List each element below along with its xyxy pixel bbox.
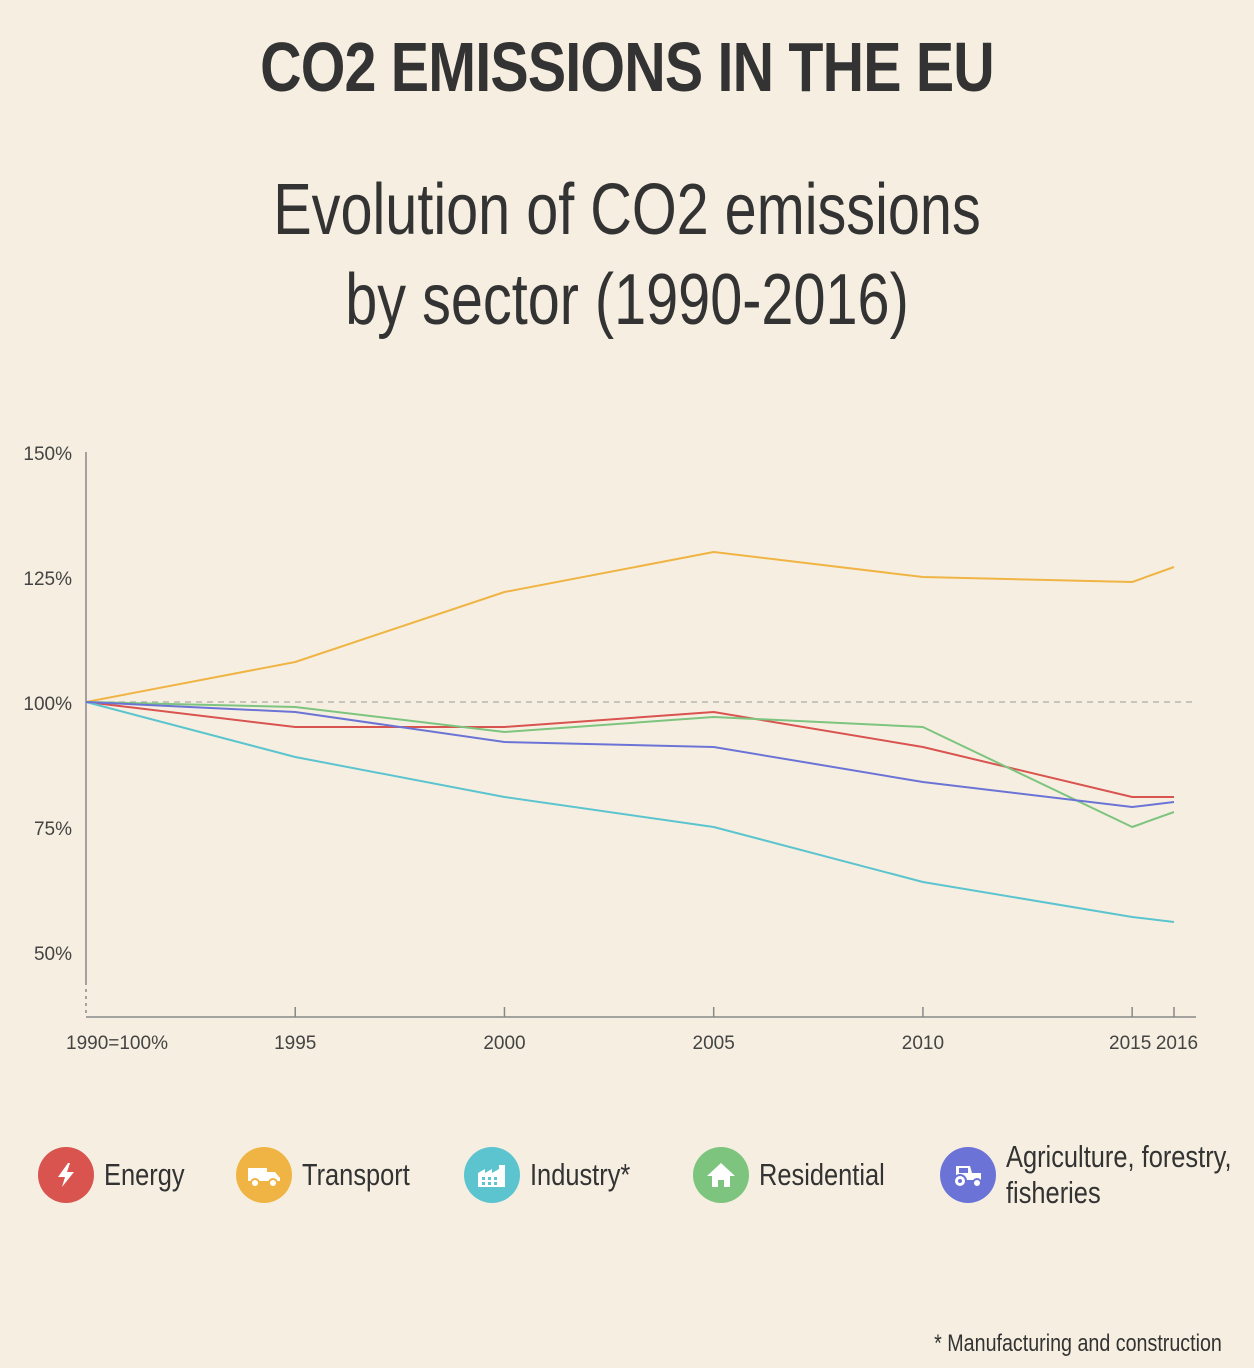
y-tick-label: 50% [34,944,72,965]
line-chart: 50% 75% 100% 125% 150% 1990=100% 1995 2000 2005 2… [23,444,1198,1054]
tractor-icon [940,1147,996,1203]
series-line-agriculture-forestry-fisheries [85,701,1175,808]
series-line-residential [85,701,1175,828]
legend-label-residential: Residential [759,1157,885,1192]
legend-item-residential: Residential [693,1138,912,1212]
legend-item-agriculture: Agriculture, forestry, fisheries [940,1138,1254,1212]
y-tick-label: 150% [23,444,72,465]
legend-label-industry: Industry* [530,1157,631,1192]
factory-icon [464,1147,520,1203]
x-tick-label: 2010 [902,1033,944,1054]
x-tick-label: 2000 [483,1033,525,1054]
lightning-icon [38,1147,94,1203]
x-tick-label: 1990=100% [66,1033,168,1054]
y-tick-label: 100% [23,694,72,715]
series-line-transport [85,551,1175,703]
y-tick-label: 75% [34,819,72,840]
series-line-energy [85,701,1174,798]
legend-item-industry: Industry* [464,1138,652,1212]
y-tick-label: 125% [23,569,72,590]
legend-label-transport: Transport [302,1157,410,1192]
x-tick-label: 2016 [1156,1033,1198,1054]
legend-item-energy: Energy [38,1138,202,1212]
chart-subtitle: Evolution of CO2 emissions by sector (19… [125,165,1128,345]
legend-item-transport: Transport [236,1138,434,1212]
legend-label-agriculture: Agriculture, forestry, fisheries [1006,1139,1232,1210]
x-tick-label: 2005 [693,1033,735,1054]
x-tick-label: 2015 [1109,1033,1151,1054]
series-line-industry [85,701,1175,923]
house-icon [693,1147,749,1203]
x-tick-label: 1995 [274,1033,316,1054]
footnote: * Manufacturing and construction [934,1330,1222,1357]
chart-legend: Energy Transport Industry* Residential A… [0,1138,1254,1218]
truck-icon [236,1147,292,1203]
subtitle-line-2: by sector (1990-2016) [345,260,909,340]
legend-label-energy: Energy [104,1157,185,1192]
main-title: CO2 EMISSIONS IN THE EU [260,28,995,106]
subtitle-line-1: Evolution of CO2 emissions [273,170,981,250]
